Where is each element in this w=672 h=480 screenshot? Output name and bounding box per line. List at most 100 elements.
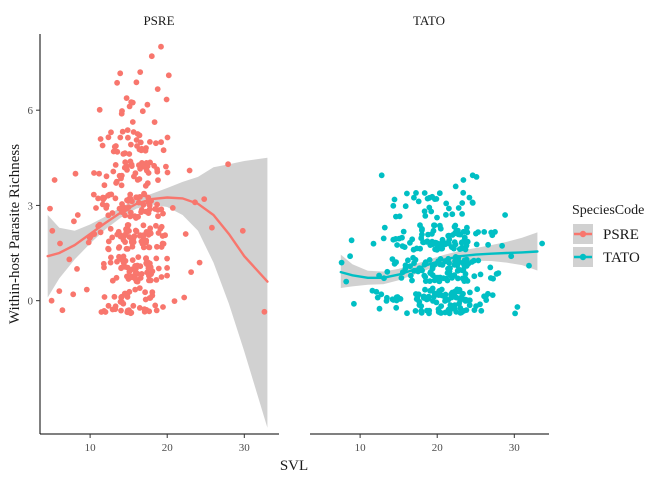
point-tato-284 (418, 235, 425, 242)
point-psre-255 (101, 182, 108, 189)
point-psre-158 (126, 228, 132, 234)
point-psre-308 (96, 106, 103, 113)
point-psre-315 (123, 95, 130, 101)
point-psre-73 (153, 277, 160, 283)
point-psre-303 (147, 139, 153, 145)
point-psre-42 (105, 302, 112, 309)
point-tato-40 (460, 290, 466, 297)
point-psre-327 (66, 256, 73, 263)
point-psre-155 (155, 230, 162, 236)
point-tato-82 (436, 288, 442, 294)
point-tato-294 (429, 241, 436, 248)
point-psre-41 (118, 307, 124, 314)
points-psre (47, 43, 268, 317)
point-tato-176 (421, 272, 428, 279)
point-psre-273 (119, 128, 126, 135)
x-tick-label-tato-10: 10 (355, 442, 367, 454)
point-psre-302 (158, 139, 165, 146)
point-psre-203 (138, 209, 145, 215)
point-psre-346 (148, 53, 155, 60)
point-tato-272 (446, 236, 453, 243)
point-tato-203 (460, 267, 467, 273)
point-psre-296 (117, 134, 124, 141)
point-tato-328 (343, 278, 350, 285)
x-tick-label-tato-30: 30 (509, 442, 521, 454)
point-psre-63 (113, 274, 120, 281)
point-tato-102 (456, 286, 463, 293)
point-psre-306 (163, 96, 170, 103)
point-psre-240 (164, 169, 171, 176)
x-tick-label-psre-30: 30 (239, 442, 251, 454)
point-psre-8 (152, 302, 159, 309)
point-tato-149 (427, 270, 434, 276)
point-psre-150 (97, 229, 104, 236)
points-tato (338, 172, 545, 317)
point-tato-105 (425, 295, 432, 302)
point-tato-291 (461, 234, 468, 241)
point-tato-273 (485, 241, 491, 248)
point-tato-318 (396, 213, 403, 220)
point-tato-79 (466, 302, 473, 309)
legend-title: SpeciesCode (572, 203, 644, 218)
point-tato-235 (431, 222, 438, 229)
point-tato-81 (481, 293, 487, 300)
point-tato-138 (426, 278, 433, 284)
point-tato-84 (442, 291, 449, 298)
point-psre-339 (209, 224, 215, 231)
point-tato-324 (413, 190, 419, 196)
point-psre-101 (143, 255, 149, 262)
point-psre-324 (47, 205, 53, 212)
point-psre-319 (117, 70, 124, 77)
point-psre-347 (137, 69, 144, 75)
point-psre-157 (107, 225, 114, 232)
point-psre-14 (117, 298, 124, 305)
point-tato-316 (415, 198, 422, 205)
point-tato-317 (466, 194, 473, 201)
point-psre-309 (144, 101, 151, 108)
point-psre-1 (136, 305, 143, 311)
point-tato-72 (462, 298, 469, 304)
point-psre-22 (101, 294, 108, 300)
point-tato-83 (376, 305, 383, 312)
smooth-curve-psre (46, 196, 269, 283)
point-psre-59 (164, 272, 171, 279)
point-psre-317 (154, 86, 161, 92)
point-psre-19 (136, 285, 143, 291)
point-psre-102 (128, 274, 135, 281)
point-psre-334 (196, 259, 203, 266)
x-tick-label-psre-20: 20 (162, 442, 174, 454)
point-tato-306 (469, 199, 476, 206)
point-psre-314 (126, 103, 133, 110)
point-tato-117 (471, 273, 478, 280)
point-tato-305 (421, 190, 428, 196)
point-tato-336 (473, 174, 480, 180)
point-psre-300 (113, 143, 119, 149)
point-psre-276 (97, 136, 104, 142)
point-psre-140 (132, 227, 139, 234)
point-psre-338 (186, 167, 193, 174)
point-psre-30 (160, 304, 166, 310)
point-tato-271 (381, 224, 388, 231)
point-tato-341 (502, 212, 508, 218)
point-tato-251 (380, 235, 387, 242)
point-psre-17 (118, 294, 125, 301)
point-tato-98 (446, 306, 452, 313)
point-psre-183 (154, 201, 161, 208)
y-tick-label-3: 3 (28, 200, 34, 212)
point-tato-290 (424, 238, 431, 245)
point-psre-84 (145, 265, 152, 272)
point-psre-60 (129, 257, 136, 263)
point-psre-201 (152, 206, 159, 212)
point-psre-27 (142, 289, 149, 296)
point-tato-325 (429, 193, 436, 200)
point-psre-268 (143, 167, 150, 174)
point-tato-247 (460, 228, 467, 235)
point-psre-242 (122, 159, 129, 166)
legend-key-point-tato (579, 253, 587, 261)
point-psre-337 (201, 196, 208, 203)
point-psre-97 (118, 264, 125, 271)
point-psre-151 (147, 225, 154, 232)
point-psre-343 (181, 294, 188, 301)
point-psre-40 (126, 288, 133, 295)
